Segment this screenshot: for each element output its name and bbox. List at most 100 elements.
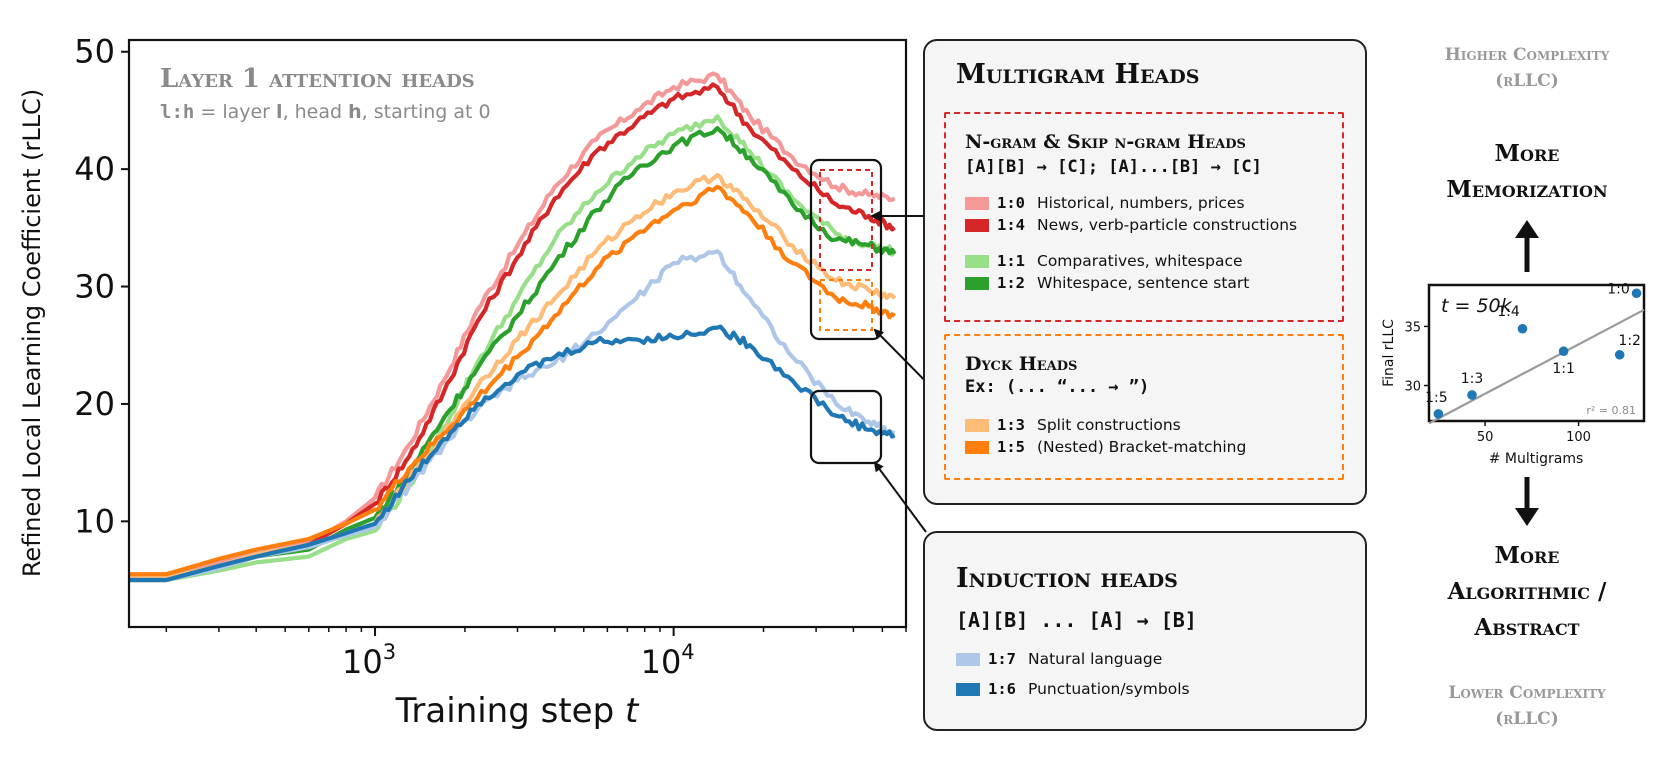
inset-point-label: 1:0: [1607, 281, 1630, 297]
inset-point-label: 1:5: [1425, 390, 1448, 406]
legend-swatch: [965, 276, 989, 290]
legend-desc: Split constructions: [1037, 416, 1181, 434]
main-chart-title: Layer 1 attention heads: [160, 64, 475, 94]
main-series-group: [129, 71, 897, 583]
series-line-1-2: [129, 126, 897, 580]
multigram-highlight-box: [809, 158, 883, 341]
legend-item: 1:3 Split constructions: [965, 416, 1181, 434]
legend-head-id: 1:0: [997, 194, 1025, 212]
series-line-1-6: [129, 324, 896, 583]
more-algorithmic-line2: Algorithmic /: [1447, 578, 1607, 605]
inset-y-tick-label: 30: [1404, 380, 1421, 395]
inset-point-label: 1:4: [1497, 304, 1520, 320]
legend-head-id: 1:5: [997, 438, 1025, 456]
inset-r2: r² = 0.81: [1586, 404, 1636, 417]
main-plot-frame: [127, 38, 908, 629]
legend-swatch: [965, 254, 989, 268]
induction-pattern: [A][B] ... [A] → [B]: [956, 608, 1197, 632]
higher-complexity-line2: (rLLC): [1495, 71, 1559, 91]
legend-swatch: [965, 218, 989, 232]
legend-item: 1:2 Whitespace, sentence start: [965, 274, 1249, 292]
inset-point-label: 1:2: [1618, 333, 1641, 349]
legend-desc: Whitespace, sentence start: [1037, 274, 1250, 292]
inset-point-label: 1:1: [1552, 361, 1575, 377]
inset-fit-line: [1428, 308, 1645, 425]
legend-head-id: 1:4: [997, 216, 1025, 234]
y-tick-label: 10: [74, 502, 115, 540]
legend-head-id: 1:7: [988, 650, 1016, 668]
series-line-1-3: [129, 172, 897, 580]
inset-point-1-0: [1631, 288, 1642, 299]
ngram-pattern: [A][B] → [C]; [A]...[B] → [C]: [965, 157, 1262, 177]
dyck-highlight-box: [819, 279, 873, 331]
legend-swatch: [956, 682, 980, 696]
legend-item: 1:7 Natural language: [956, 650, 1162, 668]
inset-x-tick-label: 50: [1477, 430, 1494, 445]
multigram-title: Multigram Heads: [956, 59, 1200, 90]
induction-panel: Induction heads [A][B] ... [A] → [B] 1:7…: [923, 531, 1367, 731]
lower-complexity-line2: (rLLC): [1495, 709, 1559, 729]
up-arrow-icon: [1515, 220, 1539, 238]
legend-desc: Punctuation/symbols: [1028, 680, 1190, 698]
legend-item: 1:6 Punctuation/symbols: [956, 680, 1190, 698]
legend-item: 1:0 Historical, numbers, prices: [965, 194, 1245, 212]
inset-point-1-5: [1433, 409, 1444, 419]
inset-frame: [1427, 283, 1646, 423]
multigram-panel: Multigram Heads N-gram & Skip n-gram Hea…: [923, 39, 1367, 505]
arrow-induction: [873, 461, 927, 533]
legend-swatch: [965, 440, 989, 454]
legend-swatch: [965, 196, 989, 210]
inset-title: t = 50k: [1441, 295, 1513, 317]
inset-chart: 1:5 1:3 1:1 1:4 1:2 1:0 50 100 30 35 t = 50k r² =…: [1381, 281, 1646, 467]
ngram-highlight-box: [819, 169, 873, 271]
inset-x-label: # Multigrams: [1489, 451, 1584, 467]
dyck-pattern: Ex: (... “... → ”): [965, 377, 1150, 397]
inset-point-label: 1:3: [1461, 371, 1484, 387]
induction-highlight-box: [809, 389, 883, 465]
y-tick-label: 20: [74, 385, 115, 423]
legend-item: 1:4 News, verb-particle constructions: [965, 216, 1297, 234]
main-chart-subtitle: l:h = layer l, head h, starting at 0: [160, 101, 491, 123]
legend-head-id: 1:1: [997, 252, 1025, 270]
legend-swatch: [965, 418, 989, 432]
series-line-1-4: [129, 82, 896, 583]
inset-point-1-1: [1558, 346, 1569, 357]
main-y-axis-label: Refined Local Learning Coefficient (rLLC…: [18, 89, 46, 577]
legend-head-id: 1:3: [997, 416, 1025, 434]
y-tick-label: 30: [74, 268, 115, 306]
series-line-1-0: [129, 71, 896, 580]
lower-complexity-line1: Lower Complexity: [1448, 683, 1606, 703]
ngram-box: N-gram & Skip n-gram Heads [A][B] → [C];…: [944, 112, 1344, 322]
more-algorithmic-label: More Algorithmic / Abstract: [1407, 538, 1647, 646]
x-tick-label: 104: [641, 640, 695, 681]
down-arrow-icon: [1515, 508, 1539, 526]
more-algorithmic-line1: More: [1494, 542, 1560, 569]
legend-desc: (Nested) Bracket-matching: [1037, 438, 1247, 456]
legend-desc: Comparatives, whitespace: [1037, 252, 1243, 270]
legend-desc: Natural language: [1028, 650, 1163, 668]
inset-y-label: Final rLLC: [1381, 319, 1397, 387]
inset-x-tick-label: 100: [1566, 430, 1591, 445]
inset-point-1-3: [1467, 390, 1477, 400]
induction-title: Induction heads: [956, 563, 1178, 594]
y-tick-label: 40: [74, 150, 115, 188]
dyck-title: Dyck Heads: [965, 353, 1078, 375]
series-line-1-5: [129, 184, 896, 577]
legend-item: 1:5 (Nested) Bracket-matching: [965, 438, 1246, 456]
more-memorization-line1: More: [1494, 140, 1560, 167]
legend-desc: Historical, numbers, prices: [1037, 194, 1245, 212]
inset-point-1-4: [1517, 323, 1528, 334]
more-algorithmic-line3: Abstract: [1474, 614, 1580, 641]
y-tick-label: 50: [74, 33, 115, 71]
dyck-box: Dyck Heads Ex: (... “... → ”) 1:3 Split …: [944, 334, 1344, 480]
inset-point-1-2: [1614, 349, 1625, 360]
legend-head-id: 1:2: [997, 274, 1025, 292]
ngram-title: N-gram & Skip n-gram Heads: [965, 131, 1246, 153]
lower-complexity-label: Lower Complexity (rLLC): [1417, 680, 1637, 732]
series-line-1-7: [129, 249, 896, 583]
higher-complexity-label: Higher Complexity (rLLC): [1417, 42, 1637, 94]
legend-head-id: 1:6: [988, 680, 1016, 698]
main-chart: 10 20 30 40 50 103 104 Layer 1 attention heads…: [18, 33, 908, 731]
more-memorization-label: More Memorization: [1407, 136, 1647, 208]
